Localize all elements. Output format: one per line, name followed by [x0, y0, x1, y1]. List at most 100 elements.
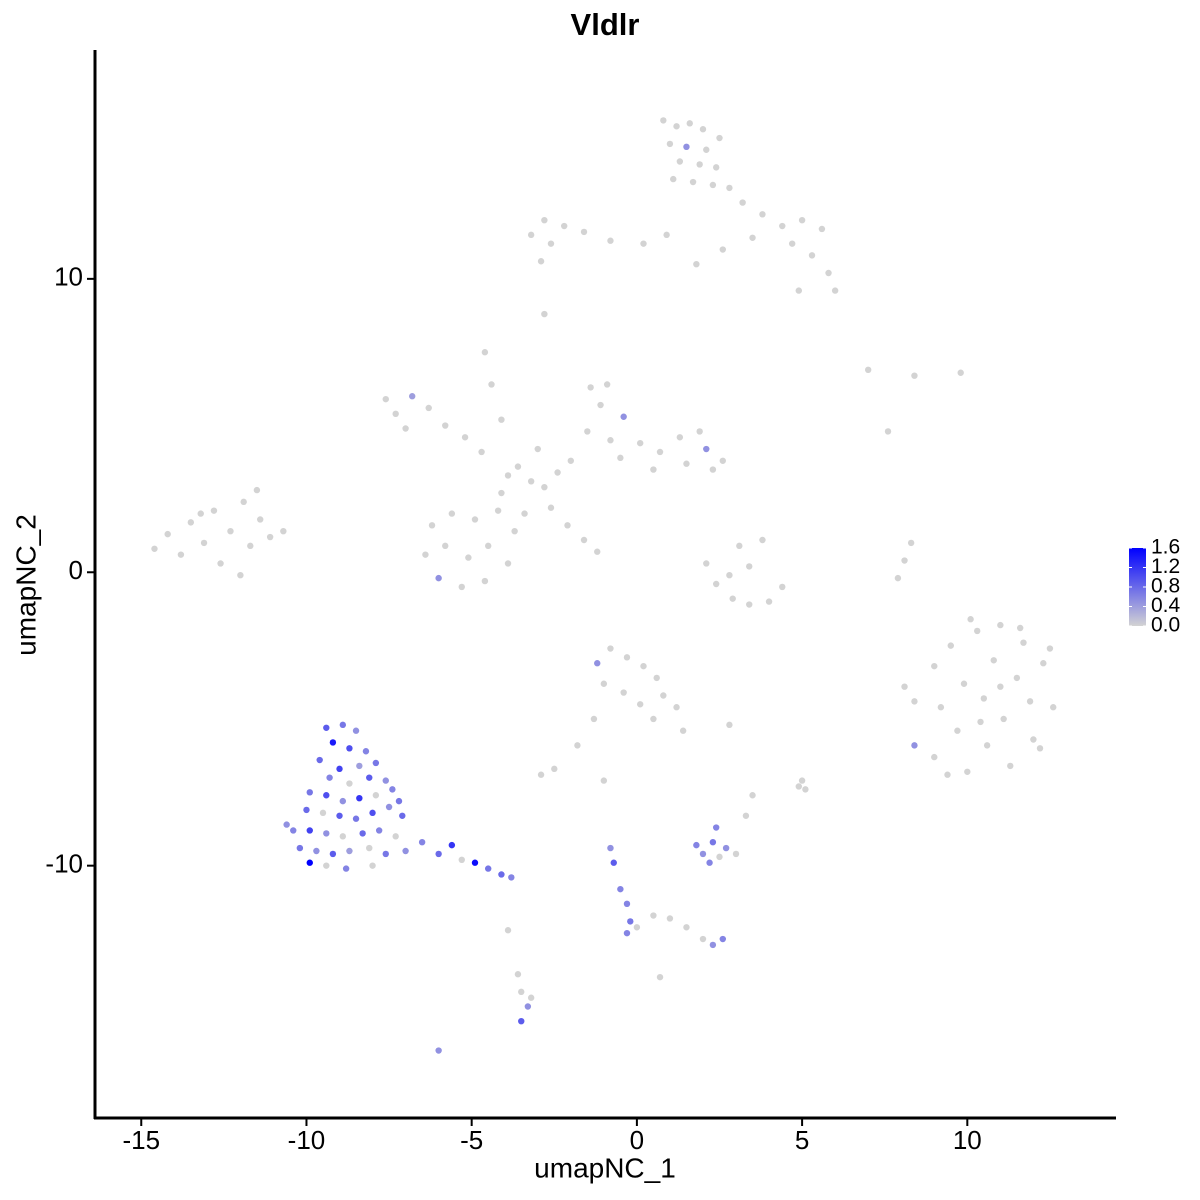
- point: [779, 583, 786, 591]
- point: [323, 724, 330, 731]
- point: [947, 642, 954, 649]
- point: [369, 809, 376, 817]
- point: [197, 510, 204, 517]
- point: [313, 847, 320, 855]
- point: [290, 827, 297, 834]
- point: [610, 859, 617, 866]
- point: [547, 240, 555, 247]
- point: [673, 123, 680, 130]
- point: [1036, 745, 1044, 752]
- x-tick-label: -15: [122, 1125, 160, 1155]
- point: [346, 847, 353, 855]
- point: [356, 762, 363, 770]
- colorbar-label: 0.8: [1151, 575, 1180, 598]
- point: [650, 912, 657, 919]
- point: [488, 381, 495, 388]
- point: [746, 601, 753, 608]
- point: [442, 422, 449, 429]
- point: [656, 448, 664, 456]
- point: [498, 416, 505, 423]
- point: [369, 862, 376, 869]
- point: [759, 211, 766, 218]
- point: [650, 466, 657, 473]
- point: [706, 859, 713, 866]
- point: [418, 838, 426, 846]
- point: [359, 830, 366, 837]
- point: [660, 117, 667, 124]
- point: [485, 865, 492, 872]
- point: [382, 395, 389, 403]
- point: [518, 988, 525, 996]
- point: [686, 120, 693, 127]
- colorbar-label: 0.4: [1151, 594, 1181, 617]
- x-axis-title: umapNC_1: [534, 1152, 676, 1183]
- point: [693, 260, 700, 268]
- point: [237, 571, 244, 579]
- point: [336, 765, 343, 773]
- point: [670, 175, 677, 183]
- point: [997, 621, 1004, 629]
- point: [749, 234, 756, 241]
- point: [296, 844, 304, 852]
- point: [382, 850, 389, 858]
- point: [653, 674, 660, 682]
- point: [164, 530, 171, 538]
- point: [485, 542, 492, 550]
- point: [316, 756, 323, 764]
- point: [323, 792, 330, 799]
- point: [587, 384, 594, 391]
- point: [663, 231, 670, 239]
- point: [716, 853, 723, 861]
- point: [306, 859, 313, 866]
- points: [151, 117, 1057, 1054]
- point: [511, 527, 518, 535]
- point: [560, 222, 568, 230]
- point: [448, 510, 456, 517]
- point: [808, 252, 816, 259]
- point: [696, 428, 703, 435]
- point: [537, 258, 545, 265]
- point: [636, 701, 644, 708]
- point: [306, 827, 313, 834]
- point: [594, 660, 601, 667]
- point: [795, 783, 802, 790]
- point: [627, 918, 634, 925]
- point: [521, 510, 528, 517]
- point: [798, 216, 806, 224]
- point: [640, 240, 647, 247]
- point: [765, 598, 773, 605]
- point: [478, 448, 485, 456]
- point: [392, 833, 399, 840]
- point: [448, 841, 456, 849]
- point: [600, 680, 608, 687]
- point: [600, 777, 608, 784]
- point: [709, 941, 717, 949]
- point: [385, 803, 393, 811]
- point: [620, 413, 627, 420]
- point: [676, 434, 684, 441]
- y-tick-label: 10: [54, 262, 83, 292]
- point: [623, 654, 631, 661]
- y-axis-title: umapNC_2: [10, 514, 41, 656]
- colorbar-label: 1.2: [1151, 555, 1180, 578]
- point: [339, 833, 347, 840]
- point: [650, 715, 657, 723]
- point: [280, 527, 287, 535]
- point: [461, 434, 469, 441]
- point: [527, 478, 535, 485]
- point: [749, 792, 756, 799]
- point: [514, 971, 522, 978]
- point: [481, 349, 489, 356]
- point: [306, 789, 313, 796]
- point: [620, 689, 627, 696]
- point: [504, 472, 512, 479]
- point: [554, 469, 561, 476]
- point: [607, 237, 614, 244]
- point: [699, 126, 707, 133]
- y-tick-label: -10: [45, 849, 83, 879]
- point: [372, 792, 380, 799]
- point: [498, 871, 505, 878]
- point: [617, 885, 624, 893]
- point: [759, 536, 766, 544]
- point: [465, 554, 472, 561]
